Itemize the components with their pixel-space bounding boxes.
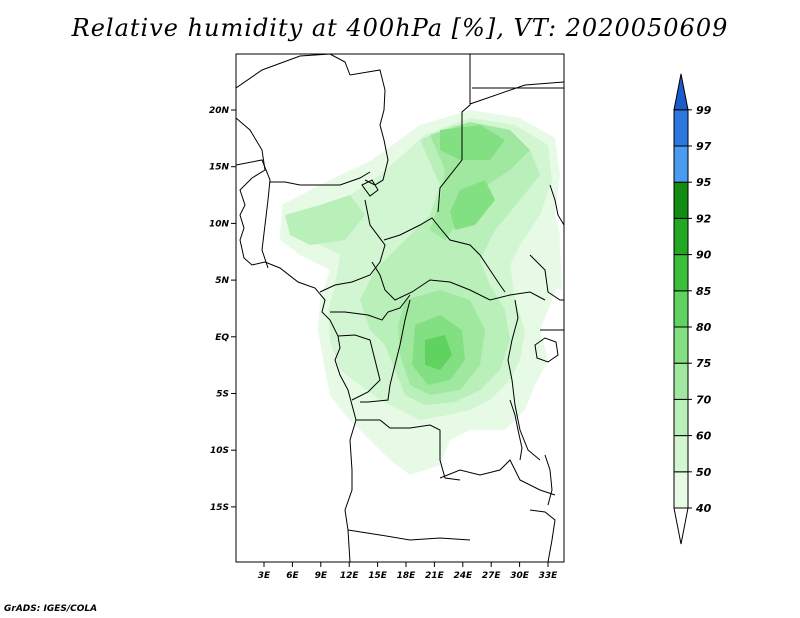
x-tick-label: 27E	[482, 571, 502, 581]
humidity-region-moist-band	[450, 180, 495, 230]
colorbar-segment	[673, 326, 689, 364]
border-drc-west	[360, 299, 411, 403]
colorbar-label: 60	[696, 430, 712, 443]
x-tick-label: 15E	[368, 571, 388, 581]
x-tick-label: 30E	[510, 571, 530, 581]
colorbar-label: 50	[696, 466, 712, 479]
colorbar-label: 97	[696, 140, 712, 153]
y-tick-label: 15N	[209, 163, 230, 173]
colorbar-label: 75	[696, 357, 712, 370]
y-tick-label: 20N	[209, 106, 230, 116]
colorbar-segment	[673, 254, 689, 292]
border-mozambique	[529, 509, 556, 562]
y-tick-label: 10N	[209, 219, 230, 229]
x-tick-label: 3E	[258, 571, 271, 581]
colorbar-label: 80	[696, 321, 712, 334]
colorbar-legend: 40 50 60 70 75 80 85 90 92 95 97 99	[673, 73, 712, 545]
border-nigeria	[319, 199, 386, 293]
border-gabon	[337, 334, 381, 401]
border-east-coast	[549, 184, 564, 226]
x-tick-label: 21E	[425, 571, 445, 581]
y-tick-label: 5S	[216, 390, 229, 400]
colorbar-label: 70	[696, 393, 712, 406]
border-sudan	[469, 54, 564, 105]
x-tick-label: 9E	[315, 571, 328, 581]
x-axis: 3E 6E 9E 12E 15E 18E 21E 24E 27E 30E 33E	[258, 562, 558, 581]
lake-chad	[361, 179, 379, 197]
colorbar-label: 92	[696, 212, 712, 225]
border-zambia	[439, 459, 556, 496]
border-drc-east	[507, 299, 541, 461]
border-sahara	[236, 54, 389, 186]
border-niger	[270, 171, 371, 186]
y-tick-label: 5N	[215, 276, 229, 286]
coastline	[236, 117, 357, 562]
x-tick-label: 6E	[286, 571, 299, 581]
border-angola-south	[347, 529, 471, 541]
border-west	[236, 159, 271, 269]
colorbar-segment	[673, 181, 689, 219]
colorbar-label: 90	[696, 249, 712, 262]
border-sudan-south	[529, 254, 564, 301]
colorbar-segment	[673, 471, 689, 509]
colorbar-segment	[673, 362, 689, 400]
x-tick-label: 33E	[539, 571, 559, 581]
humidity-region-medium-west	[285, 195, 365, 245]
humidity-region-pale-east	[525, 240, 562, 290]
lake-victoria	[534, 337, 559, 363]
chart-title: Relative humidity at 400hPa [%], VT: 202…	[71, 14, 729, 42]
colorbar-segment	[673, 217, 689, 256]
colorbar-label: 99	[696, 104, 712, 117]
colorbar-segment	[673, 290, 689, 328]
humidity-region-moist	[440, 125, 505, 160]
map-frame	[235, 53, 565, 563]
colorbar-label: 40	[695, 502, 712, 515]
footer-credit: GrADS: IGES/COLA	[4, 604, 98, 614]
y-tick-label: 15S	[210, 503, 229, 513]
colorbar-label: 95	[696, 176, 712, 189]
colorbar-segment	[673, 398, 689, 437]
lake-tanganyika	[509, 399, 523, 461]
humidity-shading	[280, 110, 562, 475]
colorbar-segment	[673, 109, 689, 147]
border-congo	[330, 294, 411, 321]
colorbar-segment	[673, 145, 689, 183]
y-tick-label: EQ	[215, 333, 229, 343]
x-tick-label: 18E	[397, 571, 417, 581]
colorbar-label: 85	[696, 285, 712, 298]
map-boundaries	[236, 54, 564, 562]
x-tick-label: 24E	[453, 571, 473, 581]
border-car	[371, 261, 546, 301]
x-tick-label: 12E	[340, 571, 360, 581]
colorbar-bottom-arrow	[673, 507, 689, 545]
lake-malawi	[544, 454, 553, 506]
colorbar-segment	[673, 435, 689, 473]
y-tick-label: 10S	[210, 446, 229, 456]
border-angola	[356, 419, 461, 481]
colorbar-top-arrow	[673, 73, 689, 111]
border-cameroon	[383, 217, 506, 293]
humidity-region-wet	[425, 335, 452, 370]
y-axis: 20N 15N 10N 5N EQ 5S 10S 15S	[209, 106, 236, 513]
